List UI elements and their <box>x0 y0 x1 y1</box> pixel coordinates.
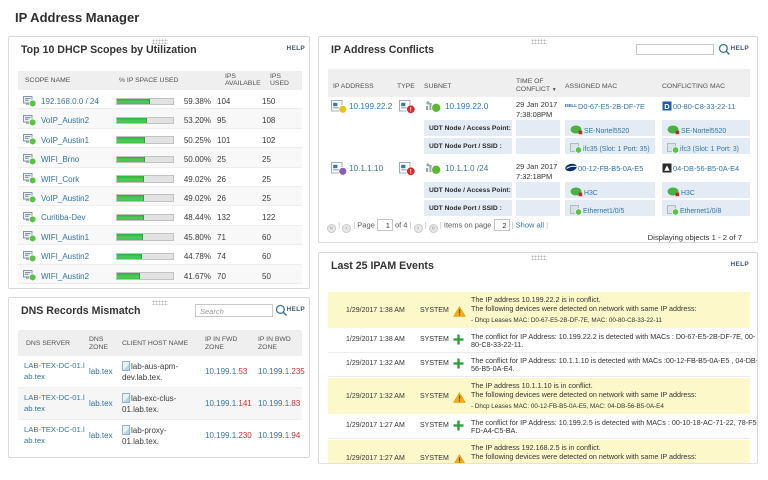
svg-text:!: ! <box>410 108 412 114</box>
svg-text:!: ! <box>410 170 412 176</box>
svg-text:D: D <box>664 102 670 111</box>
